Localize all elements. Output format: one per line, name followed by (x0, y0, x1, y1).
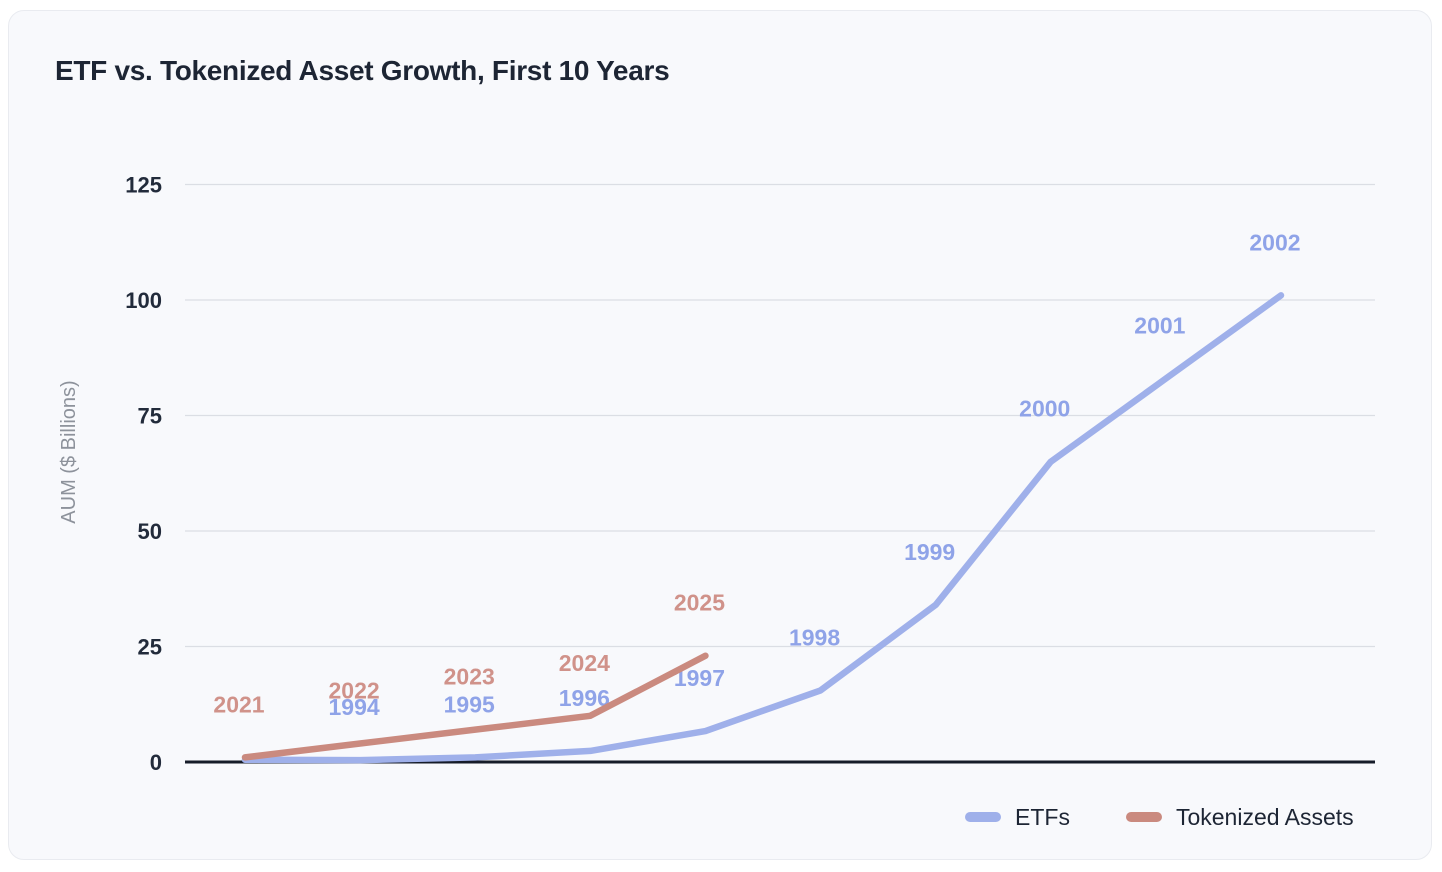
y-tick-label: 125 (125, 173, 162, 198)
point-label-2023: 2023 (444, 664, 495, 690)
point-label-2021: 2021 (213, 691, 264, 717)
y-tick-label: 25 (138, 635, 162, 660)
point-label-2025: 2025 (674, 590, 725, 616)
tokenized-assets-legend-swatch (1125, 812, 1162, 822)
series-etfs-line (241, 292, 1285, 764)
y-tick-label: 75 (138, 404, 162, 429)
chart-title: ETF vs. Tokenized Asset Growth, First 10… (55, 55, 670, 86)
tokenized-assets-legend-label: Tokenized Assets (1175, 803, 1354, 830)
y-tick-label: 0 (150, 750, 162, 775)
legend-item-tokenized-assets: Tokenized Assets (1125, 803, 1354, 831)
y-tick-label: 50 (138, 519, 162, 544)
y-gridlines (185, 183, 1375, 764)
point-label-2002: 2002 (1249, 229, 1300, 255)
legend: ETFs Tokenized Assets (965, 804, 1354, 830)
y-axis-title: AUM ($ Billions) (58, 380, 80, 523)
etfs-legend-label: ETFs (1015, 803, 1070, 830)
point-label-1995: 1995 (444, 691, 495, 717)
point-label-1999: 1999 (904, 539, 955, 565)
y-tick-label: 100 (125, 288, 162, 313)
etfs-legend-swatch (965, 812, 1001, 822)
point-label-1998: 1998 (789, 624, 840, 650)
point-label-2024: 2024 (559, 650, 610, 676)
point-label-2001: 2001 (1134, 313, 1185, 339)
point-label-1994: 1994 (329, 694, 380, 720)
series-tokenized-assets-point-labels: 2021 2022 2023 2024 2025 (213, 590, 725, 718)
series-tokenized-assets-line (241, 652, 709, 761)
chart-card (8, 10, 1432, 860)
point-label-2022: 2022 (329, 678, 380, 704)
y-tick-labels: 0 25 50 75 100 125 (125, 173, 162, 776)
point-label-2000: 2000 (1019, 396, 1070, 422)
legend-item-etfs: ETFs (965, 804, 1070, 831)
